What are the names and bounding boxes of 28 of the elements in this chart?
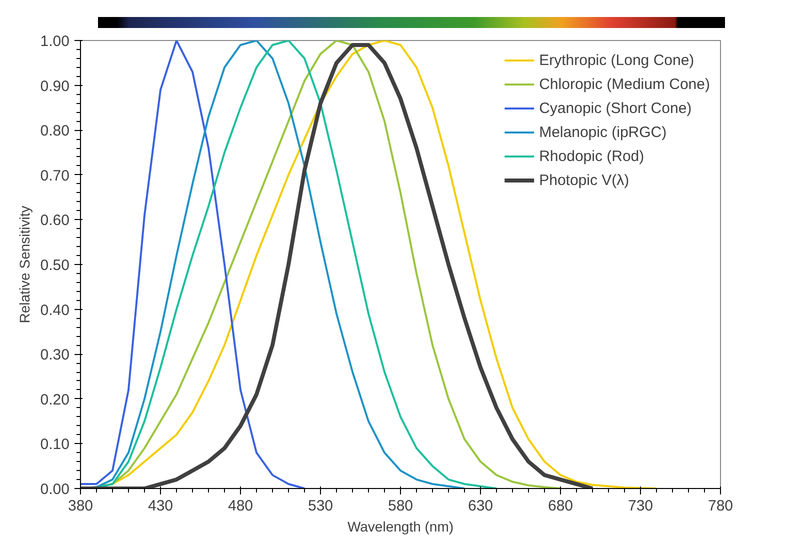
y-tick-label: 1.00 <box>40 33 70 50</box>
x-tick-label: 780 <box>708 498 734 514</box>
x-tick-label: 430 <box>148 498 174 514</box>
y-tick-label: 0.40 <box>40 302 70 319</box>
x-tick-label: 630 <box>468 498 494 514</box>
x-tick-label: 480 <box>228 498 254 514</box>
legend-label: Cyanopic (Short Cone) <box>539 100 692 116</box>
y-tick-label: 0.70 <box>40 167 70 184</box>
y-tick-label: 0.20 <box>40 391 70 408</box>
legend-label: Melanopic (ipRGC) <box>539 124 667 140</box>
x-tick-label: 580 <box>388 498 414 514</box>
y-tick-label: 0.30 <box>40 346 70 364</box>
x-tick-label: 530 <box>308 498 334 514</box>
y-tick-label: 0.10 <box>40 436 70 454</box>
y-tick-label: 0.00 <box>40 481 70 498</box>
legend-label: Chloropic (Medium Cone) <box>539 76 710 92</box>
legend-label: Erythropic (Long Cone) <box>539 52 694 68</box>
y-axis-title: Relative Sensitivity <box>16 206 32 324</box>
legend-label: Rhodopic (Rod) <box>539 148 644 164</box>
x-axis-title: Wavelength (nm) <box>347 518 454 534</box>
x-tick-label: 380 <box>68 498 94 514</box>
y-tick-label: 0.60 <box>40 212 70 230</box>
y-tick-label: 0.50 <box>40 257 70 274</box>
legend-label: Photopic V(λ) <box>539 172 630 188</box>
x-tick-label: 730 <box>628 498 654 514</box>
y-tick-label: 0.80 <box>40 122 70 140</box>
x-tick-label: 680 <box>548 498 574 514</box>
y-tick-label: 0.90 <box>40 78 70 95</box>
